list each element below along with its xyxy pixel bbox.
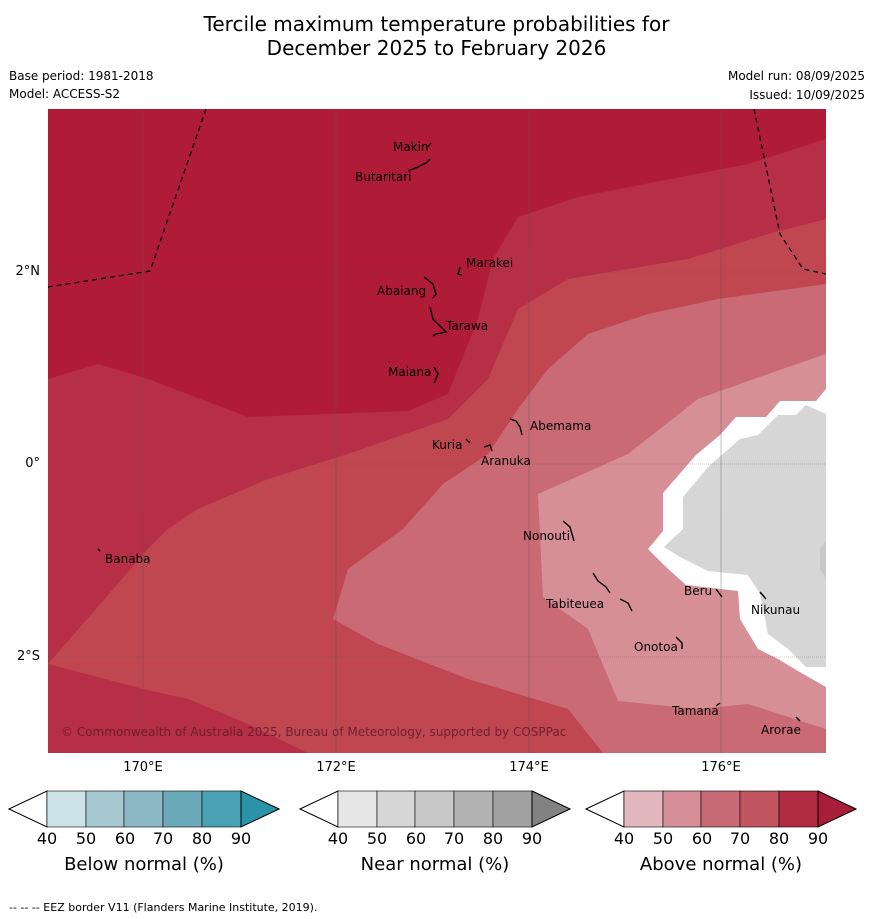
- colorbar-below-high-extend: [240, 790, 281, 828]
- colorbar-near-tick: 80: [482, 829, 504, 848]
- place-label-marakei: Marakei: [466, 256, 513, 270]
- base-period-label: Base period: 1981-2018: [9, 69, 154, 83]
- colorbar-near-tick: 70: [443, 829, 465, 848]
- colorbar-near-title: Near normal (%): [360, 854, 510, 875]
- colorbar-above-bin: [739, 790, 780, 828]
- zone-near-50: [664, 405, 826, 667]
- colorbar-below-tick: 60: [114, 829, 136, 848]
- colorbar-below-tick: 40: [36, 829, 58, 848]
- colorbar-near-normal: [298, 790, 572, 832]
- colorbar-near-bin: [337, 790, 378, 828]
- colorbar-above-bin: [778, 790, 819, 828]
- place-label-kuria: Kuria: [432, 438, 463, 452]
- colorbar-near-tick: 50: [366, 829, 388, 848]
- colorbar-above-tick: 70: [729, 829, 751, 848]
- place-label-maiana: Maiana: [388, 365, 431, 379]
- place-label-onotoa: Onotoa: [634, 640, 678, 654]
- place-label-tabiteuea: Tabiteuea: [545, 597, 604, 611]
- graticule: [48, 109, 826, 753]
- place-label-nikunau: Nikunau: [751, 603, 800, 617]
- colorbar-near-bin: [376, 790, 416, 828]
- colorbar-below-bin: [46, 790, 87, 828]
- lat-label-2s: 2°S: [16, 649, 40, 664]
- colorbar-below-normal: [7, 790, 281, 832]
- probability-map: Makin Butaritari Marakei Abaiang Tarawa …: [48, 109, 826, 753]
- lon-label-174e: 174°E: [509, 760, 549, 775]
- island-outlines: [97, 142, 801, 722]
- place-label-tamana: Tamana: [671, 704, 719, 718]
- colorbar-below-svg: [7, 790, 281, 828]
- colorbar-above-tick: 90: [807, 829, 829, 848]
- model-run-label: Model run: 08/09/2025: [727, 69, 865, 83]
- copyright-notice: © Commonwealth of Australia 2025, Bureau…: [61, 725, 566, 739]
- lat-label-2n: 2°N: [15, 264, 41, 279]
- chart-title-line1: Tercile maximum temperature probabilitie…: [203, 12, 670, 36]
- colorbar-above-bin: [623, 790, 664, 828]
- chart-title-line2: December 2025 to February 2026: [266, 36, 607, 60]
- colorbar-near-low-extend: [298, 790, 339, 828]
- colorbar-near-bin: [453, 790, 494, 828]
- eez-footnote: -- -- -- EEZ border V11 (Flanders Marine…: [9, 901, 318, 914]
- zone-near-40-right: [820, 541, 826, 579]
- place-label-beru: Beru: [684, 584, 712, 598]
- place-label-tarawa: Tarawa: [445, 319, 488, 333]
- place-label-aranuka: Aranuka: [481, 454, 531, 468]
- place-label-banaba: Banaba: [105, 552, 151, 566]
- map-svg: Makin Butaritari Marakei Abaiang Tarawa …: [48, 109, 826, 753]
- colorbar-above-bin: [662, 790, 702, 828]
- colorbar-near-tick: 60: [405, 829, 427, 848]
- colorbar-near-bin: [414, 790, 455, 828]
- colorbar-near-tick: 40: [327, 829, 349, 848]
- colorbar-above-low-extend: [584, 790, 625, 828]
- colorbar-below-low-extend: [7, 790, 48, 828]
- colorbar-near-bin: [492, 790, 533, 828]
- colorbar-above-high-extend: [817, 790, 858, 828]
- colorbar-near-svg: [298, 790, 572, 828]
- colorbar-above-bin: [700, 790, 741, 828]
- colorbar-below-title: Below normal (%): [64, 854, 224, 875]
- colorbar-below-tick: 70: [152, 829, 174, 848]
- colorbar-below-bin: [162, 790, 203, 828]
- place-label-butaritari: Butaritari: [355, 170, 412, 184]
- colorbar-near-tick: 90: [521, 829, 543, 848]
- place-label-makin: Makin: [393, 140, 429, 154]
- colorbar-near-high-extend: [531, 790, 572, 828]
- place-label-abaiang: Abaiang: [377, 284, 426, 298]
- colorbar-below-bin: [123, 790, 164, 828]
- colorbar-above-tick: 40: [613, 829, 635, 848]
- lat-label-0: 0°: [25, 456, 40, 471]
- colorbar-above-tick: 60: [691, 829, 713, 848]
- colorbar-below-tick: 80: [191, 829, 213, 848]
- colorbar-below-tick: 50: [75, 829, 97, 848]
- colorbar-above-tick: 50: [652, 829, 674, 848]
- place-label-arorae: Arorae: [761, 723, 801, 737]
- lon-label-170e: 170°E: [123, 760, 163, 775]
- place-label-abemama: Abemama: [530, 419, 591, 433]
- colorbar-below-bin: [201, 790, 242, 828]
- colorbar-above-title: Above normal (%): [639, 854, 803, 875]
- colorbar-above-svg: [584, 790, 858, 828]
- lon-label-176e: 176°E: [701, 760, 741, 775]
- colorbar-below-tick: 90: [230, 829, 252, 848]
- lon-label-172e: 172°E: [316, 760, 356, 775]
- colorbar-below-bin: [85, 790, 125, 828]
- model-label: Model: ACCESS-S2: [9, 87, 121, 101]
- issued-label: Issued: 10/09/2025: [749, 88, 865, 102]
- colorbar-above-normal: [584, 790, 858, 832]
- place-label-nonouti: Nonouti: [523, 529, 570, 543]
- eez-border: [48, 109, 826, 288]
- colorbar-above-tick: 80: [768, 829, 790, 848]
